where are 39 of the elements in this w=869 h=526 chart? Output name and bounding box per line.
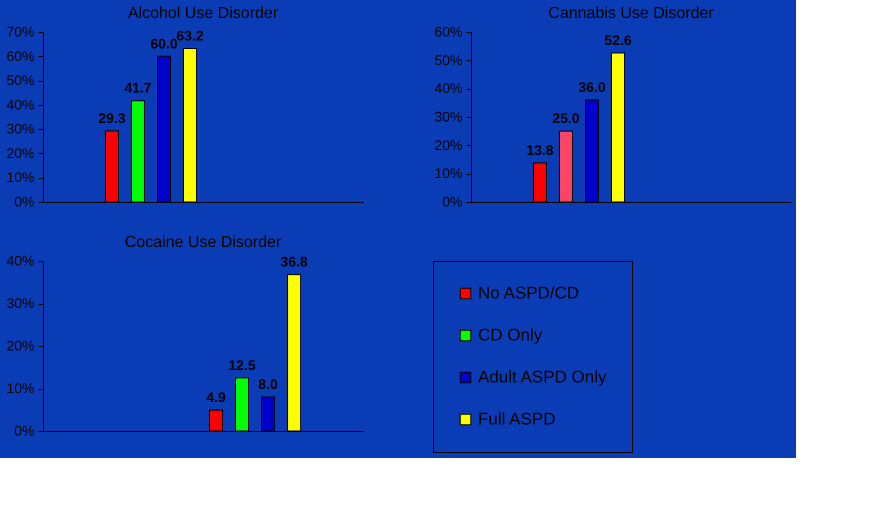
data-label: 8.0 [258, 376, 278, 392]
y-tick-label: 40% [6, 252, 34, 268]
legend-label: No ASPD/CD [478, 284, 580, 302]
chart-title: Cocaine Use Disorder [124, 234, 282, 251]
y-tick-label: 50% [434, 52, 462, 68]
data-label: 36.8 [280, 254, 308, 270]
y-tick-label: 20% [6, 338, 34, 354]
y-tick-label: 0% [14, 194, 34, 210]
y-tick-label: 30% [6, 120, 34, 137]
y-tick-label: 10% [6, 169, 34, 186]
y-tick-label: 50% [6, 72, 34, 88]
data-label: 60.0 [150, 35, 178, 52]
data-label: 36.0 [578, 79, 606, 95]
data-label: 63.2 [176, 28, 204, 44]
data-label: 41.7 [124, 80, 152, 96]
y-tick-label: 60% [434, 24, 462, 40]
data-label: 52.6 [604, 32, 632, 48]
legend-label: Adult ASPD Only [478, 368, 608, 386]
y-tick-label: 0% [14, 422, 34, 438]
y-tick-label: 70% [6, 24, 34, 40]
data-label: 12.5 [228, 356, 256, 373]
y-tick-label: 20% [6, 144, 34, 161]
y-tick-label: 40% [434, 80, 462, 96]
y-tick-label: 10% [6, 380, 34, 396]
y-tick-label: 0% [442, 194, 462, 210]
chart-title: Alcohol Use Disorder [128, 5, 279, 22]
chart-title: Cannabis Use Disorder [548, 5, 714, 22]
y-tick-label: 30% [6, 295, 34, 311]
legend-label: Full ASPD [478, 410, 556, 428]
y-tick-label: 60% [6, 48, 34, 64]
y-tick-label: 20% [434, 136, 462, 153]
y-tick-label: 10% [434, 165, 462, 182]
data-label: 29.3 [98, 110, 126, 126]
data-label: 13.8 [526, 142, 554, 158]
legend-label: CD Only [478, 326, 543, 344]
data-label: 25.0 [552, 110, 580, 126]
y-tick-label: 40% [6, 96, 34, 112]
y-tick-label: 30% [434, 108, 462, 124]
data-label: 4.9 [206, 389, 226, 406]
